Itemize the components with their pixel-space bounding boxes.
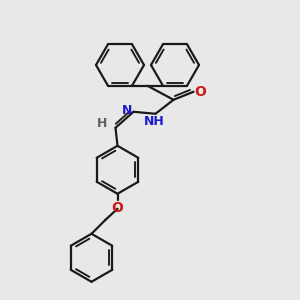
Text: N: N (122, 104, 133, 117)
Text: H: H (97, 117, 107, 130)
Text: NH: NH (144, 115, 165, 128)
Text: O: O (112, 201, 123, 215)
Text: O: O (194, 85, 206, 99)
